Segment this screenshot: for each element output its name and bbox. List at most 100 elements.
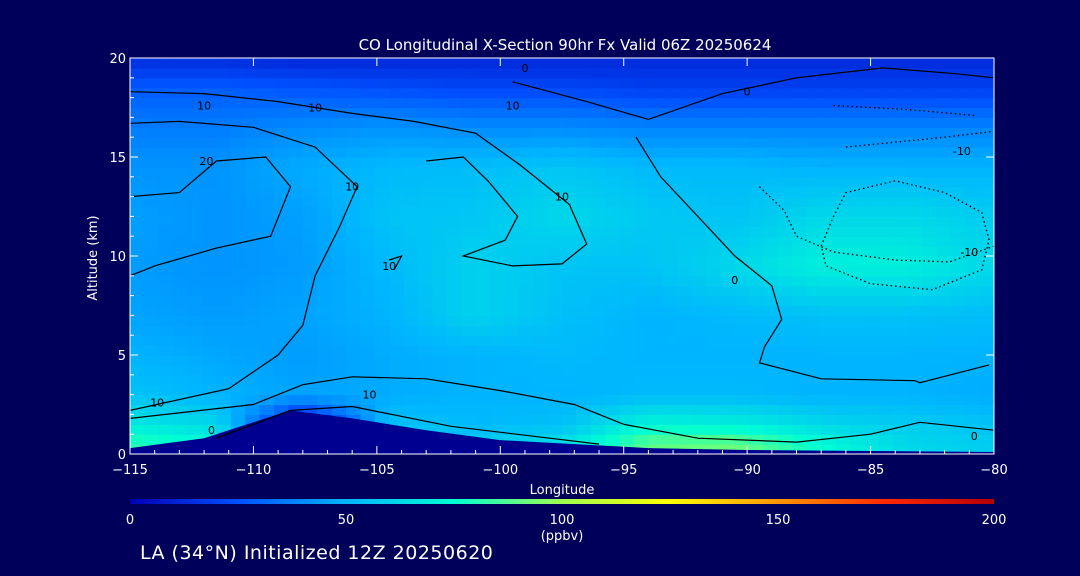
field-cell [850,335,865,346]
field-cell [936,206,952,217]
field-cell [446,196,462,208]
field-cell [749,374,765,386]
field-cell [878,355,894,366]
field-cell [346,137,361,148]
field-cell [173,424,189,435]
field-cell [893,394,909,406]
field-cell [605,355,621,366]
field-cell [187,345,203,356]
field-cell [158,97,174,109]
field-cell [979,364,994,376]
field-cell [864,176,880,188]
field-cell [821,226,837,237]
field-cell [950,117,966,128]
field-cell [806,166,822,178]
field-cell [230,216,246,227]
field-cell [878,67,894,79]
field-cell [274,315,289,326]
field-cell [979,295,994,307]
field-cell [259,226,275,237]
field-cell [835,216,851,227]
field-cell [187,355,203,366]
field-cell [936,157,952,168]
field-cell [979,176,994,188]
field-cell [806,97,822,109]
field-cell [317,285,333,297]
field-cell [374,374,390,386]
field-cell [778,127,793,138]
field-cell [605,176,621,188]
field-cell [893,176,909,188]
field-cell [821,196,837,208]
field-cell [850,384,865,396]
field-cell [259,196,275,208]
field-cell [936,256,952,267]
field-cell [259,216,275,227]
field-cell [806,236,822,247]
field-cell [446,226,462,237]
field-cell [893,325,909,336]
field-cell [562,77,577,89]
field-cell [274,226,289,237]
field-cell [878,325,894,336]
field-cell [202,295,217,307]
field-cell [749,434,765,445]
field-cell [605,315,621,326]
field-cell [144,364,160,376]
field-cell [461,285,477,297]
field-cell [360,305,376,316]
field-cell [158,275,174,287]
field-cell [806,275,822,287]
field-cell [533,384,549,396]
field-cell [965,444,981,454]
field-cell [360,166,376,178]
field-cell [936,305,952,316]
field-cell [778,335,793,346]
field-cell [936,265,952,277]
field-cell [706,216,721,227]
field-cell [634,58,649,69]
field-cell [274,107,289,118]
field-cell [288,256,304,267]
field-cell [893,137,909,148]
field-cell [533,216,549,227]
field-cell [173,97,189,109]
field-cell [922,246,937,257]
field-cell [821,374,837,386]
field-cell [202,147,217,158]
field-cell [158,117,174,128]
contour-line [635,136,990,384]
contour-line [130,120,358,411]
field-cell [475,176,491,188]
contour-line [389,254,403,271]
field-cell [706,166,721,178]
field-cell [317,137,333,148]
field-cell [216,176,232,188]
field-cell [691,236,707,247]
field-cell [245,97,261,109]
field-cell [749,97,765,109]
x-tick-label: −80 [980,463,1007,478]
field-cell [173,285,189,297]
field-cell [821,325,837,336]
field-cell [590,355,606,366]
field-cell [562,236,577,247]
field-cell [216,275,232,287]
contour-line [130,156,292,277]
field-cell [144,325,160,336]
field-cell [432,87,448,99]
field-cell [547,58,563,69]
field-cell [634,394,649,406]
field-cell [274,77,289,89]
field-cell [936,355,952,366]
field-cell [979,58,994,69]
field-cell [202,77,217,89]
field-cell [187,137,203,148]
field-cell [922,127,937,138]
field-cell [590,285,606,297]
field-cell [317,67,333,79]
field-cell [634,305,649,316]
field-cell [504,285,520,297]
field-cell [360,157,376,168]
field-cell [259,176,275,188]
